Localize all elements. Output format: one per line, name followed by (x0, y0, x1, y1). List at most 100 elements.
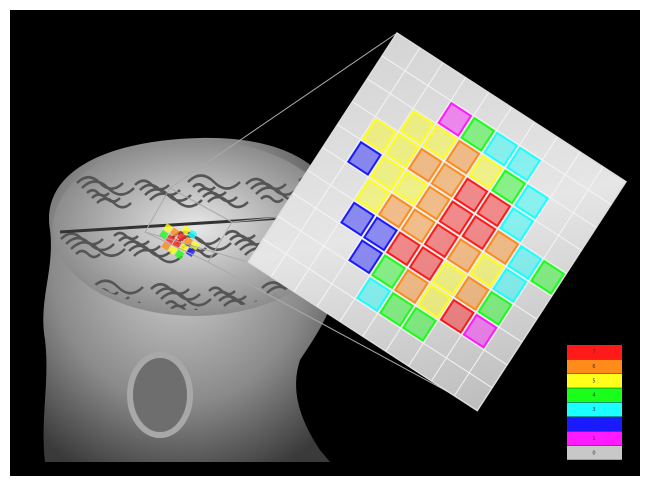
inset-tile (408, 246, 444, 282)
inset-tile (462, 313, 498, 349)
inset-tile (431, 260, 467, 296)
inset-tile (438, 200, 474, 236)
inset-grid (307, 169, 538, 320)
inset-tile (356, 277, 392, 313)
gyrus (165, 300, 187, 308)
zoom-inset (247, 31, 627, 412)
inset-tile (476, 192, 512, 228)
inset-tile (514, 184, 550, 220)
inset-tile (400, 208, 436, 244)
inset-tile (379, 291, 415, 327)
inset-tile (491, 169, 527, 205)
gyrus (192, 183, 216, 191)
inset-tile (461, 215, 497, 251)
inset-tile (422, 124, 458, 160)
inset-tile (369, 155, 405, 191)
inset-tile (453, 177, 489, 213)
legend-label: 0 (592, 450, 595, 456)
inset-grid (385, 121, 535, 352)
inset-tile (371, 254, 407, 290)
inset-tile (530, 259, 566, 295)
gyrus (208, 286, 236, 296)
spot-tile (169, 227, 180, 238)
head (43, 137, 346, 463)
inset-grid (322, 147, 552, 297)
inset-tile (446, 238, 482, 274)
gyrus (202, 191, 238, 203)
inset-grid (408, 136, 558, 367)
inset-tile (506, 146, 542, 182)
legend-label: 2 (592, 422, 595, 428)
gyrus (60, 232, 104, 246)
gyrus (91, 193, 121, 203)
gyrus (134, 179, 170, 191)
gyrus (170, 304, 198, 310)
legend-label: 7 (592, 350, 595, 356)
gyrus (260, 195, 284, 203)
spot-tile (176, 231, 187, 242)
legend-swatch (567, 373, 622, 388)
gyrus (118, 236, 150, 246)
spot-tile (174, 249, 185, 260)
spot-tile (167, 245, 178, 256)
gyrus (171, 230, 221, 246)
legend-label: 5 (592, 378, 595, 384)
inset-grid (277, 215, 508, 366)
legend-swatch (567, 359, 622, 374)
inset-grid (453, 166, 604, 397)
inset-tile (384, 132, 420, 168)
activation-spot (158, 223, 200, 260)
inset-tile (348, 239, 384, 275)
gyrus (75, 249, 101, 259)
legend-swatch (567, 445, 622, 460)
gyrus (96, 197, 132, 209)
inset-tile (340, 201, 376, 237)
inset-tile (507, 244, 543, 280)
legend-swatch (567, 431, 622, 446)
legend-label: 3 (592, 407, 595, 413)
gyrus (187, 174, 241, 190)
spot-tile (178, 243, 189, 253)
inset-tile (430, 162, 466, 198)
spot-tile (190, 240, 200, 251)
inset-tile (392, 170, 428, 206)
gyrus (86, 189, 110, 197)
inset-grid (262, 238, 493, 389)
legend: 7 6 5 4 3 2 1 0 (567, 345, 622, 460)
spot-tile (181, 225, 191, 235)
inset-tile (423, 223, 459, 259)
inset-tile (454, 275, 490, 311)
inset-tile (377, 193, 413, 229)
inset-tile (415, 185, 451, 221)
inset-tile (401, 306, 437, 342)
inset-tile (499, 207, 535, 243)
inset-tile (346, 140, 382, 176)
legend-label: 6 (592, 364, 595, 370)
gyrus (224, 230, 256, 240)
inset-tile (483, 131, 519, 167)
legend-label: 1 (592, 436, 595, 442)
gyrus (113, 231, 139, 241)
legend-swatch (567, 417, 622, 431)
inset-tile (445, 139, 481, 175)
legend-swatch (567, 388, 622, 403)
gyrus (76, 176, 124, 190)
inset-tile (354, 178, 390, 214)
gyrus (197, 187, 227, 197)
inset-tile (460, 116, 496, 152)
inset-grid (292, 192, 523, 343)
gyrus (92, 279, 144, 295)
gyrus (245, 177, 287, 191)
spot-tile (187, 229, 198, 240)
gyrus (213, 290, 247, 302)
inset-tile (393, 268, 429, 304)
inset-grid (431, 151, 581, 382)
inset-tile (439, 298, 475, 334)
inset-tile (469, 252, 505, 288)
inset-tile (484, 230, 520, 266)
inset-tile (407, 147, 443, 183)
inset-tile (385, 231, 421, 267)
legend-label: 4 (592, 393, 595, 399)
inset-tile (437, 101, 473, 137)
